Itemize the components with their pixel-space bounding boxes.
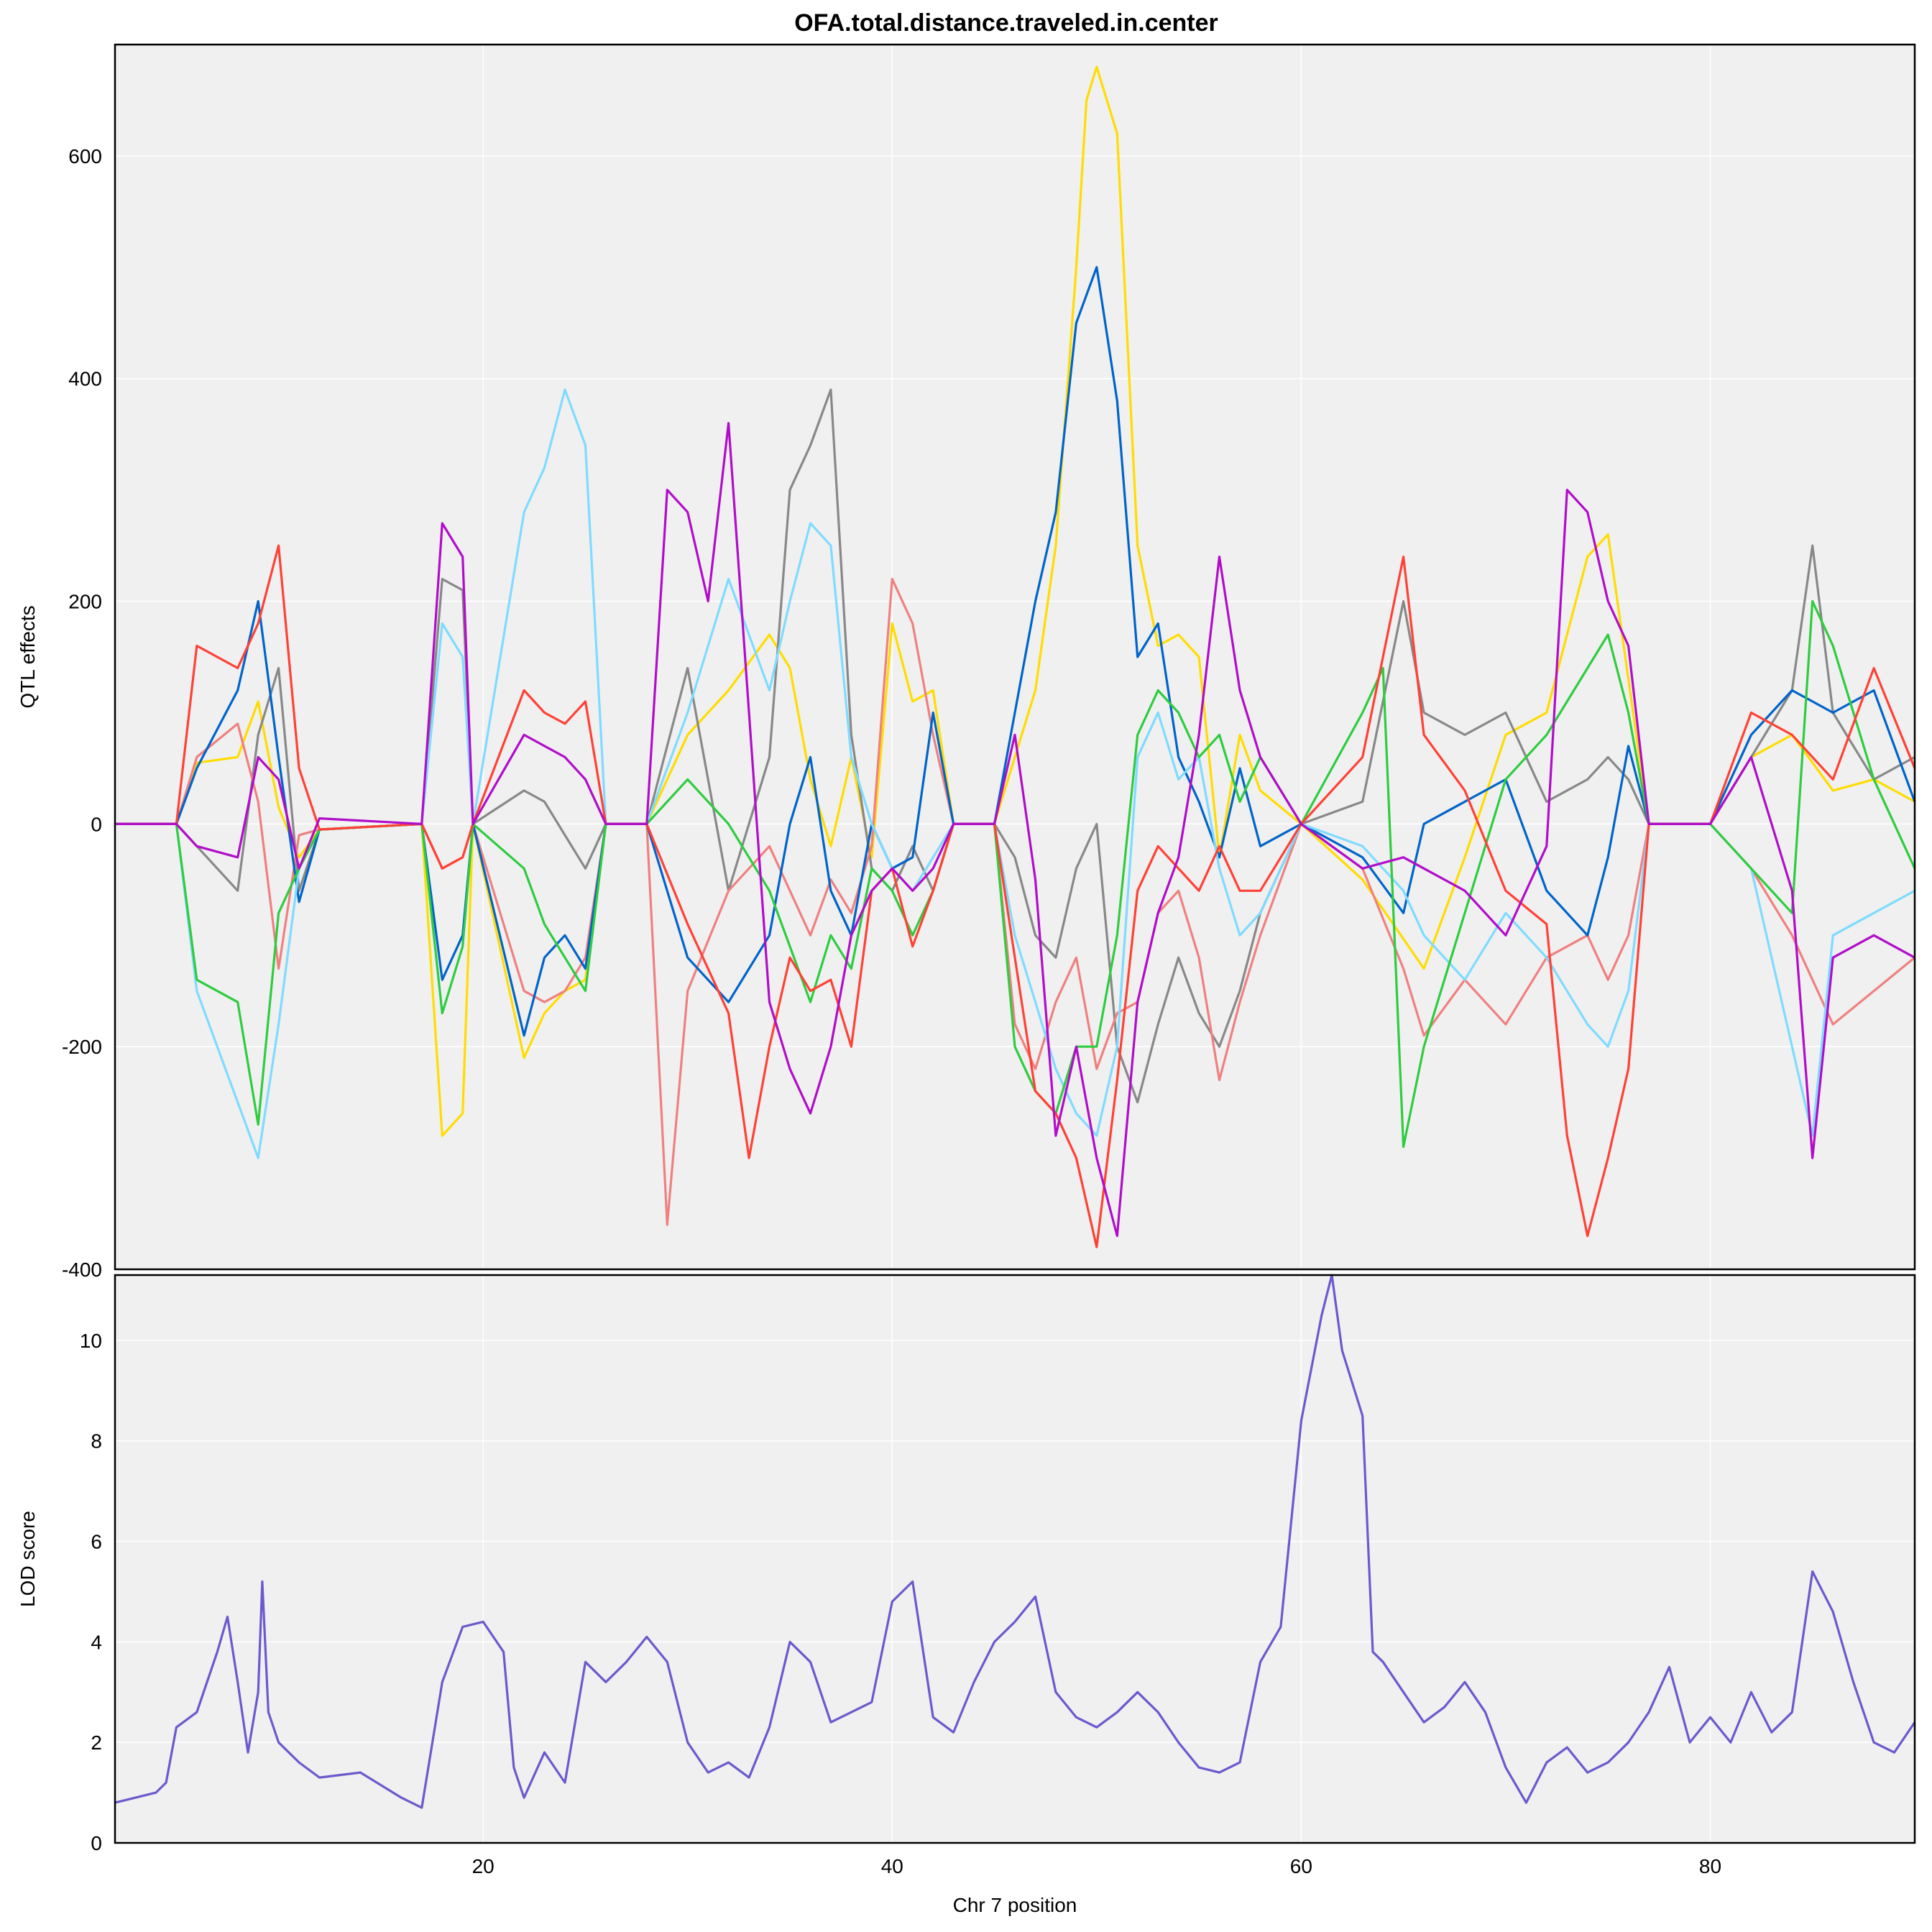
lod-score-line-0 — [114, 1274, 1916, 1809]
qtl-effects-line-4 — [115, 388, 1915, 1159]
x-axis-ticks: 20 40 60 80 — [472, 1855, 1721, 1877]
qtl-effects-frame — [114, 43, 1916, 1271]
qtl-effects-y-ticks: -400 -200 0 200 400 600 — [62, 145, 102, 1281]
qtl-effects-y-tick-label: 600 — [68, 145, 102, 167]
qtl-effects-line-7 — [115, 422, 1915, 1238]
qtl-effects-y-tick-label: -400 — [62, 1259, 102, 1281]
lod-score-y-label: LOD score — [17, 1511, 39, 1607]
x-tick-label: 60 — [1290, 1855, 1312, 1877]
x-axis-label: Chr 7 position — [953, 1894, 1077, 1916]
lod-score-y-tick-label: 6 — [91, 1531, 102, 1553]
lod-score-plot-area — [115, 1275, 1915, 1843]
lod-score-y-tick-label: 4 — [91, 1631, 102, 1653]
qtl-effects-y-tick-label: 400 — [68, 368, 102, 390]
x-tick-label: 40 — [881, 1855, 903, 1877]
qtl-effects-plot-area — [115, 45, 1915, 1269]
lod-score-y-tick-label: 8 — [91, 1430, 102, 1453]
lod-score-frame — [114, 1274, 1916, 1844]
qtl-effects-panel: -400 -200 0 200 400 600 QTL effects — [17, 43, 1916, 1281]
qtl-effects-line-5 — [115, 599, 1916, 1149]
qtl-effects-y-tick-label: -200 — [62, 1036, 102, 1058]
x-tick-label: 80 — [1699, 1855, 1721, 1877]
lod-score-series — [114, 1274, 1916, 1809]
qtl-effects-series — [115, 65, 1916, 1248]
lod-score-y-tick-label: 2 — [91, 1731, 102, 1754]
lod-score-panel: 0 2 4 6 8 10 20 40 60 80 LOD score Chr 7 positio… — [17, 1274, 1916, 1916]
chart-title: OFA.total.distance.traveled.in.center — [794, 9, 1218, 37]
lod-score-y-tick-label: 10 — [80, 1330, 102, 1352]
lod-score-y-ticks: 0 2 4 6 8 10 — [80, 1330, 102, 1854]
lod-score-y-tick-label: 0 — [91, 1832, 102, 1854]
qtl-effects-y-label: QTL effects — [17, 605, 39, 708]
qtl-effects-y-tick-label: 200 — [68, 591, 102, 613]
x-tick-label: 20 — [472, 1855, 494, 1877]
qtl-effects-y-tick-label: 0 — [91, 813, 102, 835]
